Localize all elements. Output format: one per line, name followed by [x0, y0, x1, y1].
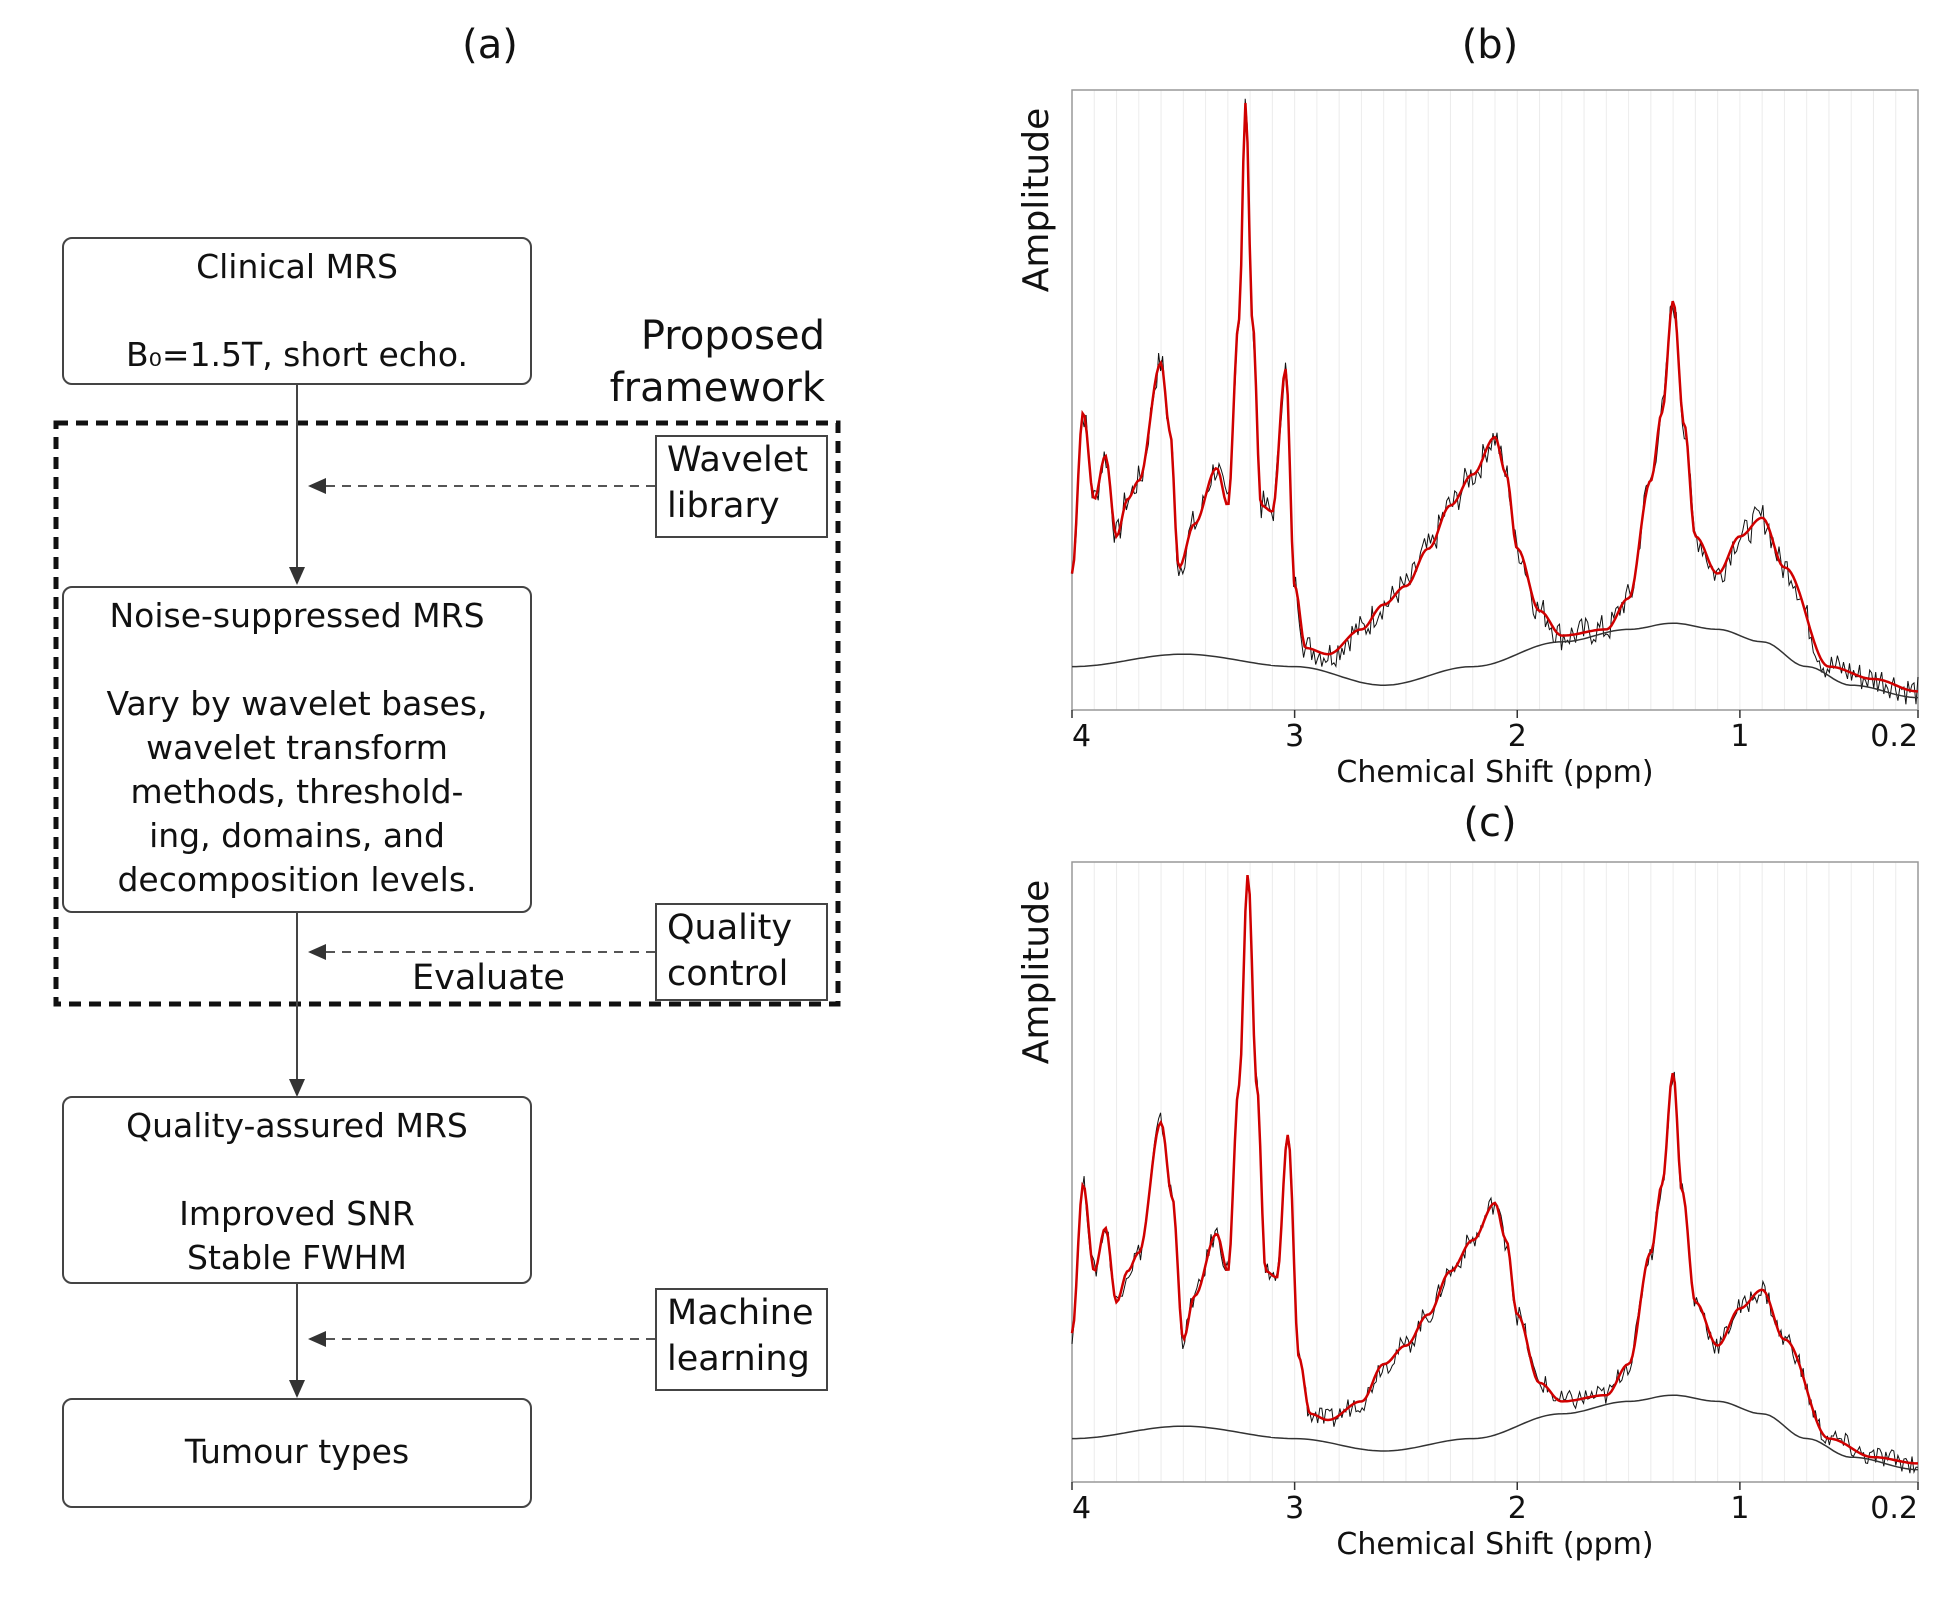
- grid: [1093, 862, 1897, 1482]
- box-clinical-mrs: Clinical MRS B₀=1.5T, short echo.: [62, 237, 532, 385]
- x-tick-label: 0.2: [1870, 1491, 1918, 1526]
- grid: [1093, 90, 1897, 710]
- side-box-quality-control: Quality control: [655, 903, 828, 1001]
- x-tick-label: 2: [1508, 719, 1527, 754]
- spectrum-chart-b: 4 3 2 1 0.2 Chemical Shift (ppm) Amplitude: [1016, 89, 1919, 790]
- x-tick-label: 4: [1072, 1491, 1091, 1526]
- flowchart-connectors: [53, 385, 841, 1398]
- box-tumour-types: Tumour types: [62, 1398, 532, 1508]
- plot-frame: [1071, 861, 1919, 1483]
- x-tick-label: 0.2: [1870, 719, 1918, 754]
- box-clinical-mrs-title: Clinical MRS: [196, 247, 398, 286]
- x-axis-label: Chemical Shift (ppm): [1336, 1527, 1653, 1562]
- side-box-machine-learning: Machine learning: [655, 1288, 828, 1391]
- x-axis-label: Chemical Shift (ppm): [1336, 755, 1653, 790]
- y-axis-label: Amplitude: [1016, 108, 1057, 292]
- box-quality-assured-mrs: Quality-assured MRS Improved SNR Stable …: [62, 1096, 532, 1284]
- x-tick-label: 1: [1730, 1491, 1749, 1526]
- box-quality-assured-title: Quality-assured MRS: [126, 1106, 468, 1145]
- y-axis-label: Amplitude: [1016, 880, 1057, 1064]
- x-tick-label: 3: [1285, 719, 1304, 754]
- x-tick-label: 2: [1508, 1491, 1527, 1526]
- box-tumour-types-title: Tumour types: [184, 1432, 410, 1471]
- framework-dashed-border: [53, 420, 841, 1007]
- fit-line: [1070, 874, 1918, 1465]
- x-tick-label: 1: [1730, 719, 1749, 754]
- panel-label-c: (c): [1463, 800, 1517, 846]
- raw-spectrum-line: [1071, 98, 1919, 705]
- box-noise-suppressed-body: Vary by wavelet bases, wavelet transform…: [106, 684, 488, 899]
- panel-label-a: (a): [462, 22, 518, 68]
- x-tick-label: 4: [1072, 719, 1091, 754]
- spectrum-chart-c: 4 3 2 1 0.2 Chemical Shift (ppm) Amplitude: [1016, 861, 1919, 1562]
- box-noise-suppressed-mrs: Noise-suppressed MRS Vary by wavelet bas…: [62, 586, 532, 913]
- fit-line: [1070, 102, 1919, 693]
- plot-frame: [1071, 89, 1919, 711]
- box-quality-assured-body: Improved SNR Stable FWHM: [179, 1194, 415, 1277]
- box-clinical-mrs-body: B₀=1.5T, short echo.: [126, 335, 468, 374]
- baseline-line: [1072, 622, 1919, 699]
- panel-label-b: (b): [1461, 22, 1519, 68]
- x-tick-label: 3: [1285, 1491, 1304, 1526]
- evaluate-label: Evaluate: [412, 958, 565, 998]
- box-noise-suppressed-title: Noise-suppressed MRS: [109, 596, 485, 635]
- side-box-wavelet-library: Wavelet library: [655, 435, 828, 538]
- baseline-line: [1072, 1394, 1919, 1471]
- framework-label: Proposed framework: [609, 313, 825, 411]
